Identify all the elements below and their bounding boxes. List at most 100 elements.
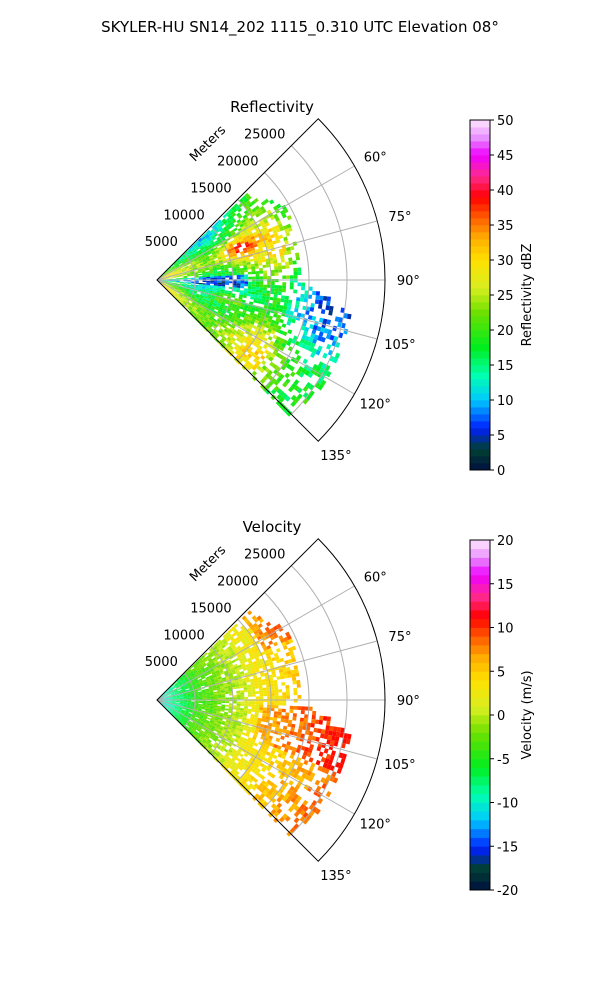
- colorbar-segment: [470, 732, 490, 742]
- colorbar-segment: [470, 662, 490, 672]
- colorbar-segment: [470, 400, 490, 408]
- colorbar-segment: [470, 706, 490, 716]
- colorbar-segment: [470, 456, 490, 464]
- angular-tick-label: 75°: [388, 210, 411, 225]
- colorbar-segment: [470, 820, 490, 830]
- colorbar-segment: [470, 846, 490, 856]
- colorbar-segment: [470, 566, 490, 576]
- colorbar-segment: [470, 645, 490, 655]
- colorbar-segment: [470, 872, 490, 882]
- colorbar-segment: [470, 802, 490, 812]
- colorbar-segment: [470, 601, 490, 611]
- colorbar-tick-label: 0: [497, 464, 505, 479]
- colorbar: 0 5 10 15 20 25 30 35 40 45 50 Reflectivity dBZ: [469, 114, 535, 479]
- colorbar-segment: [470, 246, 490, 254]
- radial-tick-label: 10000: [163, 208, 204, 223]
- sector-outline: [156, 118, 386, 442]
- colorbar-segment: [470, 881, 490, 891]
- colorbar-segment: [470, 155, 490, 163]
- colorbar-segment: [470, 837, 490, 847]
- angular-tick-label: 60°: [364, 570, 387, 585]
- colorbar-segment: [470, 540, 490, 550]
- colorbar-segment: [470, 365, 490, 373]
- colorbar-segment: [470, 636, 490, 646]
- radial-tick-label: 15000: [190, 181, 231, 196]
- colorbar-tick-label: 10: [497, 622, 514, 637]
- colorbar-segment: [470, 379, 490, 387]
- colorbar-tick-label: 0: [497, 709, 505, 724]
- colorbar-segment: [470, 828, 490, 838]
- colorbar-segment: [470, 435, 490, 443]
- colorbar-segment: [470, 309, 490, 317]
- colorbar-segment: [470, 575, 490, 585]
- angular-tick-label: 60°: [364, 150, 387, 165]
- colorbar-tick-label: 20: [497, 534, 514, 549]
- colorbar-segment: [470, 386, 490, 394]
- colorbar-segment: [470, 407, 490, 415]
- colorbar-segment: [470, 204, 490, 212]
- colorbar-segment: [470, 592, 490, 602]
- colorbar-segment: [470, 723, 490, 733]
- colorbar-tick-label: 20: [497, 324, 514, 339]
- colorbar-tick-label: -10: [497, 797, 518, 812]
- colorbar-segment: [470, 741, 490, 751]
- radial-tick-label: 5000: [145, 655, 178, 670]
- radial-tick-label: 20000: [217, 575, 258, 590]
- colorbar-segment: [470, 750, 490, 760]
- panel-title: Velocity: [243, 518, 302, 536]
- colorbar-segment: [470, 295, 490, 303]
- colorbar-segment: [470, 414, 490, 422]
- colorbar-tick-label: 25: [497, 289, 514, 304]
- grid-spoke: [156, 220, 378, 281]
- colorbar-segment: [470, 120, 490, 128]
- radial-tick-label: 25000: [244, 128, 285, 143]
- colorbar-tick-label: 5: [497, 665, 505, 680]
- grid-spoke: [156, 279, 355, 395]
- colorbar-tick-label: 5: [497, 429, 505, 444]
- grid-spoke: [156, 279, 378, 340]
- angular-tick-label: 135°: [320, 449, 351, 464]
- colorbar-segment: [470, 610, 490, 620]
- colorbar-tick-label: -15: [497, 840, 518, 855]
- sector-outline: [156, 538, 386, 862]
- colorbar-segment: [470, 428, 490, 436]
- colorbar-label: Reflectivity dBZ: [520, 244, 535, 347]
- colorbar-segment: [470, 785, 490, 795]
- colorbar-segment: [470, 260, 490, 268]
- grid-spoke: [156, 699, 378, 760]
- colorbar-segment: [470, 855, 490, 865]
- field-velocity: [157, 610, 352, 837]
- colorbar-tick-label: 10: [497, 394, 514, 409]
- radial-tick-label: 20000: [217, 155, 258, 170]
- colorbar-tick-label: -5: [497, 753, 510, 768]
- colorbar-segment: [470, 653, 490, 663]
- colorbar-segment: [470, 274, 490, 282]
- grid-spoke: [156, 699, 355, 815]
- polar-grid: [156, 565, 385, 835]
- colorbar-segment: [470, 372, 490, 380]
- colorbar-segment: [470, 127, 490, 135]
- colorbar-segment: [470, 776, 490, 786]
- angular-tick-label: 90°: [397, 274, 420, 289]
- radial-tick-label: 5000: [145, 235, 178, 250]
- colorbar-segment: [470, 618, 490, 628]
- colorbar-tick-label: 15: [497, 359, 514, 374]
- colorbar-segment: [470, 169, 490, 177]
- colorbar-segment: [470, 393, 490, 401]
- colorbar-segment: [470, 211, 490, 219]
- colorbar-tick-label: 35: [497, 219, 514, 234]
- colorbar-segment: [470, 715, 490, 725]
- angular-tick-label: 120°: [360, 818, 391, 833]
- colorbar-segment: [470, 218, 490, 226]
- angular-tick-label: 120°: [360, 398, 391, 413]
- polar-grid: [156, 145, 385, 415]
- angular-tick-label: 135°: [320, 869, 351, 884]
- colorbar-segment: [470, 793, 490, 803]
- colorbar-segment: [470, 183, 490, 191]
- colorbar-segment: [470, 583, 490, 593]
- radial-tick-label: 25000: [244, 548, 285, 563]
- colorbar-segment: [470, 351, 490, 359]
- angular-tick-label: 90°: [397, 694, 420, 709]
